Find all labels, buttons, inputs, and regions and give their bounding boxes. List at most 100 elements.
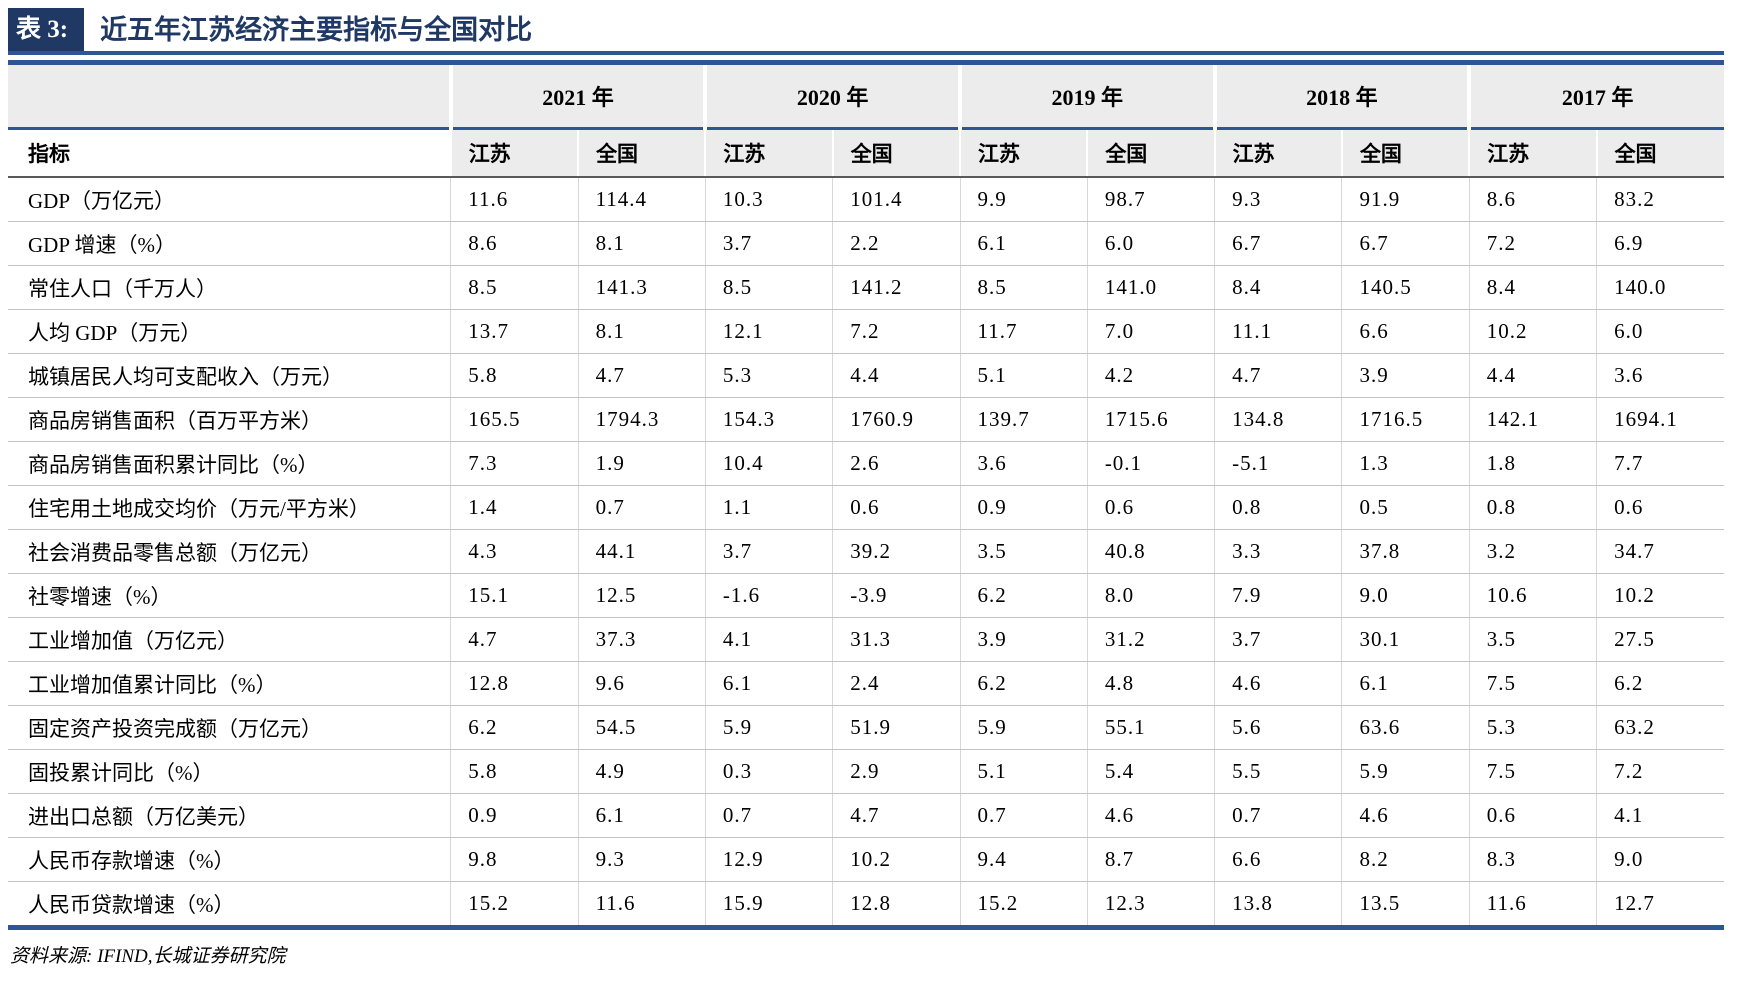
value-cell: 9.0	[1596, 837, 1724, 882]
value-cell: 0.9	[959, 485, 1088, 530]
region-header-national-2017: 全国	[1595, 128, 1724, 178]
economic-indicators-table: 2021 年 2020 年 2019 年 2018 年 2017 年 指标 江苏…	[8, 60, 1724, 930]
indicator-row: 商品房销售面积累计同比（%） 7.3 1.9 10.4 2.6 3.6 -0.1 -5.1 1.…	[8, 441, 1724, 486]
value-cell: 6.7	[1214, 221, 1342, 266]
value-cell: 6.7	[1341, 221, 1470, 266]
value-cell: -3.9	[832, 573, 960, 618]
value-cell: 4.6	[1341, 793, 1470, 838]
year-header-2017: 2017 年	[1467, 62, 1724, 130]
region-header-jiangsu-2019: 江苏	[958, 128, 1088, 178]
value-cell: 8.4	[1214, 265, 1342, 310]
value-cell: 11.6	[450, 177, 579, 222]
year-header-2020: 2020 年	[703, 62, 960, 130]
region-header-jiangsu-2018: 江苏	[1213, 128, 1342, 178]
indicator-row: GDP 增速（%） 8.6 8.1 3.7 2.2 6.1 6.0 6.7 6.7 7.2 6.9	[8, 221, 1724, 266]
value-cell: 31.2	[1086, 617, 1215, 662]
value-cell: 6.9	[1596, 221, 1724, 266]
value-cell: 4.7	[450, 617, 579, 662]
value-cell: 3.6	[959, 441, 1088, 486]
value-cell: 3.7	[704, 529, 833, 574]
value-cell: 8.4	[1468, 265, 1597, 310]
value-cell: 165.5	[450, 397, 579, 442]
value-cell: 5.4	[1086, 749, 1215, 794]
value-cell: 6.1	[704, 661, 833, 706]
value-cell: 4.7	[1214, 353, 1342, 398]
value-cell: 1.8	[1468, 441, 1597, 486]
year-header-2018: 2018 年	[1212, 62, 1470, 130]
value-cell: 141.0	[1086, 265, 1215, 310]
value-cell: 1.9	[577, 441, 706, 486]
region-header-row: 指标 江苏 全国 江苏 全国 江苏 全国 江苏 全国 江苏 全国	[8, 128, 1724, 178]
value-cell: 1.1	[704, 485, 833, 530]
value-cell: 140.5	[1341, 265, 1470, 310]
value-cell: 5.3	[1468, 705, 1597, 750]
value-cell: 139.7	[959, 397, 1088, 442]
value-cell: 2.6	[832, 441, 960, 486]
value-cell: 8.1	[577, 309, 706, 354]
value-cell: 7.3	[450, 441, 579, 486]
value-cell: 63.2	[1596, 705, 1724, 750]
table-title: 近五年江苏经济主要指标与全国对比	[100, 15, 533, 45]
value-cell: 5.8	[450, 749, 579, 794]
year-header-2021: 2021 年	[448, 62, 706, 130]
indicator-row: 固定资产投资完成额（万亿元） 6.2 54.5 5.9 51.9 5.9 55.1 5.6 63…	[8, 705, 1724, 750]
value-cell: 6.2	[1596, 661, 1724, 706]
indicator-row: 人民币存款增速（%） 9.8 9.3 12.9 10.2 9.4 8.7 6.6 8.2 8.3 9…	[8, 837, 1724, 882]
indicator-label: 人民币存款增速（%）	[8, 837, 451, 882]
indicator-row: 固投累计同比（%） 5.8 4.9 0.3 2.9 5.1 5.4 5.5 5.9 7.5 7.2	[8, 749, 1724, 794]
indicator-label: 社零增速（%）	[8, 573, 451, 618]
indicator-row: 住宅用土地成交均价（万元/平方米） 1.4 0.7 1.1 0.6 0.9 0.6 0.8 0.…	[8, 485, 1724, 530]
value-cell: 6.0	[1596, 309, 1724, 354]
value-cell: 91.9	[1341, 177, 1470, 222]
indicator-row: 进出口总额（万亿美元） 0.9 6.1 0.7 4.7 0.7 4.6 0.7 4.6 0.6 4.…	[8, 793, 1724, 838]
value-cell: 9.6	[577, 661, 706, 706]
value-cell: 55.1	[1086, 705, 1215, 750]
value-cell: 1694.1	[1596, 397, 1724, 442]
region-header-jiangsu-2020: 江苏	[704, 128, 833, 178]
value-cell: 10.4	[704, 441, 833, 486]
region-header-national-2018: 全国	[1340, 128, 1470, 178]
value-cell: 10.2	[832, 837, 960, 882]
indicator-label: 工业增加值（万亿元）	[8, 617, 451, 662]
value-cell: 6.0	[1086, 221, 1215, 266]
region-header-national-2020: 全国	[831, 128, 960, 178]
value-cell: 12.7	[1596, 881, 1724, 928]
value-cell: 51.9	[832, 705, 960, 750]
value-cell: 12.5	[577, 573, 706, 618]
value-cell: 5.1	[959, 749, 1088, 794]
value-cell: 9.3	[1214, 177, 1342, 222]
value-cell: 1794.3	[577, 397, 706, 442]
indicator-row: 常住人口（千万人） 8.5 141.3 8.5 141.2 8.5 141.0 8.4 140.…	[8, 265, 1724, 310]
value-cell: 3.3	[1214, 529, 1342, 574]
value-cell: 134.8	[1214, 397, 1342, 442]
indicator-column-header: 指标	[8, 128, 451, 178]
value-cell: 3.7	[704, 221, 833, 266]
indicator-row: 商品房销售面积（百万平方米） 165.5 1794.3 154.3 1760.9 139.…	[8, 397, 1724, 442]
indicator-label: 人民币贷款增速（%）	[28, 892, 235, 917]
value-cell: 1.4	[450, 485, 579, 530]
value-cell: 3.2	[1468, 529, 1597, 574]
indicator-label: 人均 GDP（万元）	[8, 309, 451, 354]
value-cell: 0.6	[1086, 485, 1215, 530]
value-cell: 5.5	[1214, 749, 1342, 794]
value-cell: 2.9	[832, 749, 960, 794]
value-cell: 8.0	[1086, 573, 1215, 618]
year-header-2019: 2019 年	[958, 62, 1215, 130]
value-cell: 3.9	[959, 617, 1088, 662]
indicator-row: GDP（万亿元） 11.6 114.4 10.3 101.4 9.9 98.7 9.3 91.9…	[8, 177, 1724, 222]
value-cell: 44.1	[577, 529, 706, 574]
table-body: GDP（万亿元） 11.6 114.4 10.3 101.4 9.9 98.7 9.3 91.9…	[8, 177, 1724, 928]
value-cell: 39.2	[832, 529, 960, 574]
value-cell: 98.7	[1086, 177, 1215, 222]
value-cell: 5.9	[1341, 749, 1470, 794]
indicator-label: 城镇居民人均可支配收入（万元）	[8, 353, 451, 398]
value-cell: 37.3	[577, 617, 706, 662]
value-cell: 154.3	[704, 397, 833, 442]
value-cell: 13.5	[1341, 881, 1470, 928]
value-cell: 5.9	[704, 705, 833, 750]
indicator-label: 商品房销售面积累计同比（%）	[8, 441, 451, 486]
value-cell: 0.6	[1468, 793, 1597, 838]
value-cell: 8.5	[704, 265, 833, 310]
region-header-national-2021: 全国	[577, 128, 706, 178]
value-cell: 10.6	[1468, 573, 1597, 618]
